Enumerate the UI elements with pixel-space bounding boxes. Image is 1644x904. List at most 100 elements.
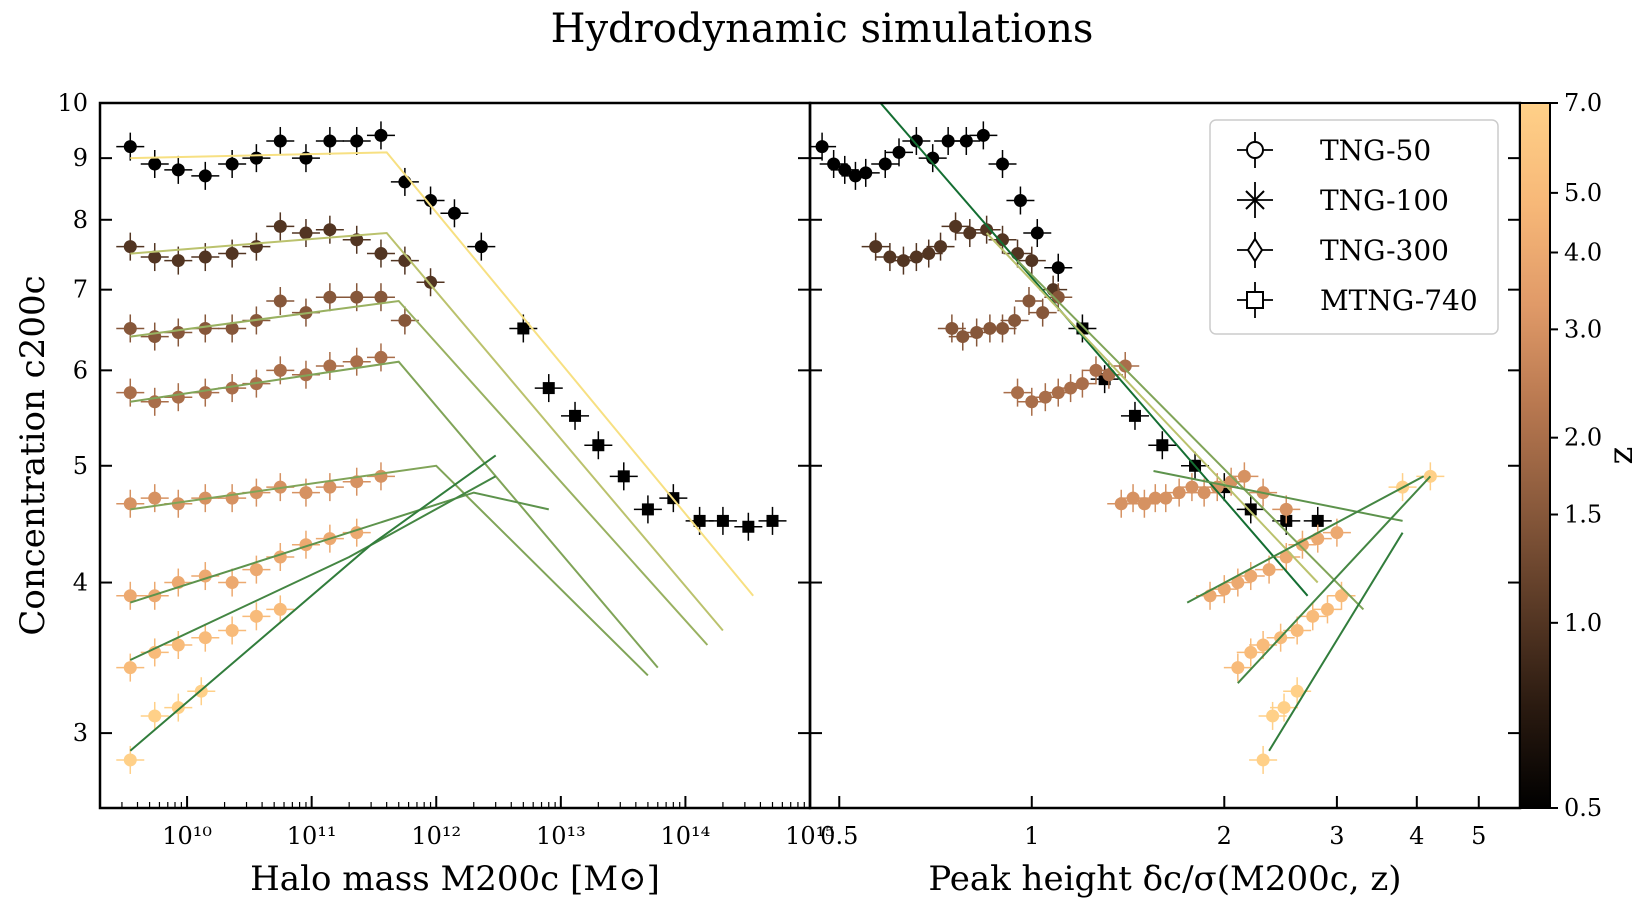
right-point-s0-0 [815,140,829,154]
legend-marker-diamond-icon [1246,237,1264,263]
left-model-line-6 [129,475,497,661]
left-point-s3-11 [398,313,412,327]
left-point-s7-4 [225,623,239,637]
left-x-tick-label: 10¹¹ [287,822,337,850]
left-model-line-1 [130,231,724,632]
left-point-s4-0 [123,386,137,400]
right-point-s1-3 [1156,439,1169,452]
left-point-s4-3 [198,386,212,400]
y-tick-label: 7 [73,276,88,304]
left-point-s0-12 [424,194,438,208]
right-point-s7-1 [1244,645,1258,659]
left-point-s5-7 [299,486,313,500]
right-point-s2-8 [980,223,994,237]
left-point-s2-6 [273,219,287,233]
right-point-s6-8 [1330,526,1344,540]
right-model-line-5 [1237,475,1432,684]
right-point-s5-12 [1279,502,1293,516]
right-point-s4-8 [1118,359,1132,373]
legend-marker-circle-icon [1246,141,1264,159]
left-x-tick-label: 10¹⁰ [162,822,212,850]
left-point-s3-3 [198,321,212,335]
right-point-s7-4 [1290,623,1304,637]
right-point-s4-1 [1025,395,1039,409]
right-point-s3-7 [1036,306,1050,320]
right-model-line-3 [1153,470,1403,522]
right-point-s4-3 [1051,386,1065,400]
right-point-s6-1 [1217,582,1231,596]
left-point-s1-5 [641,503,654,516]
right-point-s1-6 [1244,503,1257,516]
right-point-s5-0 [1114,497,1128,511]
right-x-tick-label: 5 [1471,822,1486,850]
left-point-s3-2 [171,325,185,339]
left-point-s3-8 [323,290,337,304]
right-point-s0-11 [976,128,990,142]
legend-marker-square-icon [1246,291,1264,309]
right-model-line-1 [1016,259,1365,611]
right-point-s0-7 [909,134,923,148]
legend-entry-label: MTNG-740 [1320,284,1478,317]
left-point-s5-8 [323,480,337,494]
left-x-tick-label: 10¹² [411,822,461,850]
right-x-tick-label: 2 [1217,822,1232,850]
colorbar-tick-label: 0.5 [1564,794,1602,822]
right-point-s0-10 [959,134,973,148]
y-tick-label: 10 [57,89,88,117]
left-point-s1-10 [766,514,779,527]
legend-box [1209,119,1499,335]
right-model-line-2 [985,232,1319,584]
left-point-s2-12 [424,275,438,289]
right-point-s5-5 [1172,486,1186,500]
right-point-s3-2 [970,325,984,339]
left-model-line-3 [130,360,659,669]
y-tick-label: 4 [73,569,88,597]
left-point-s0-3 [198,169,212,183]
left-point-s7-0 [123,661,137,675]
right-point-s5-2 [1137,497,1151,511]
left-point-s0-11 [398,175,412,189]
left-point-s1-7 [693,514,706,527]
left-point-s6-5 [249,563,263,577]
left-point-s0-6 [273,134,287,148]
right-point-s4-5 [1075,377,1089,391]
left-point-s1-4 [617,470,630,483]
right-point-s2-5 [934,240,948,254]
left-point-s0-5 [249,151,263,165]
right-point-s3-5 [1008,313,1022,327]
left-point-s1-0 [517,322,530,335]
left-panel-data [116,121,787,774]
right-point-s2-2 [896,254,910,268]
right-point-s3-4 [996,321,1010,335]
right-point-s0-6 [892,145,906,159]
colorbar-label: z [1601,447,1641,465]
right-point-s7-7 [1334,589,1348,603]
left-point-s8-1 [148,709,162,723]
right-point-s8-0 [1256,753,1270,767]
right-point-s2-10 [1011,247,1025,261]
legend-entry-label: TNG-50 [1320,134,1431,167]
right-point-s6-3 [1244,569,1258,583]
left-point-s2-10 [374,247,388,261]
right-point-s5-10 [1237,469,1251,483]
right-point-s1-8 [1311,514,1324,527]
y-tick-label: 8 [73,206,88,234]
left-point-s1-9 [742,520,755,533]
right-point-s3-0 [945,321,959,335]
left-point-s2-4 [225,247,239,261]
right-point-s4-6 [1089,363,1103,377]
left-point-s0-0 [123,140,137,154]
right-point-s6-4 [1262,563,1276,577]
right-point-s1-2 [1128,409,1141,422]
right-point-s4-2 [1038,390,1052,404]
left-point-s3-0 [123,321,137,335]
right-point-s7-2 [1256,638,1270,652]
right-point-s8-3 [1290,684,1304,698]
left-x-axis-label: Halo mass M200c [M⊙] [250,859,660,899]
right-point-s3-8 [1051,290,1065,304]
left-point-s2-2 [171,254,185,268]
right-point-s2-11 [1025,254,1039,268]
colorbar-tick-label: 5.0 [1564,179,1602,207]
left-point-s0-4 [225,157,239,171]
right-point-s2-3 [909,250,923,264]
